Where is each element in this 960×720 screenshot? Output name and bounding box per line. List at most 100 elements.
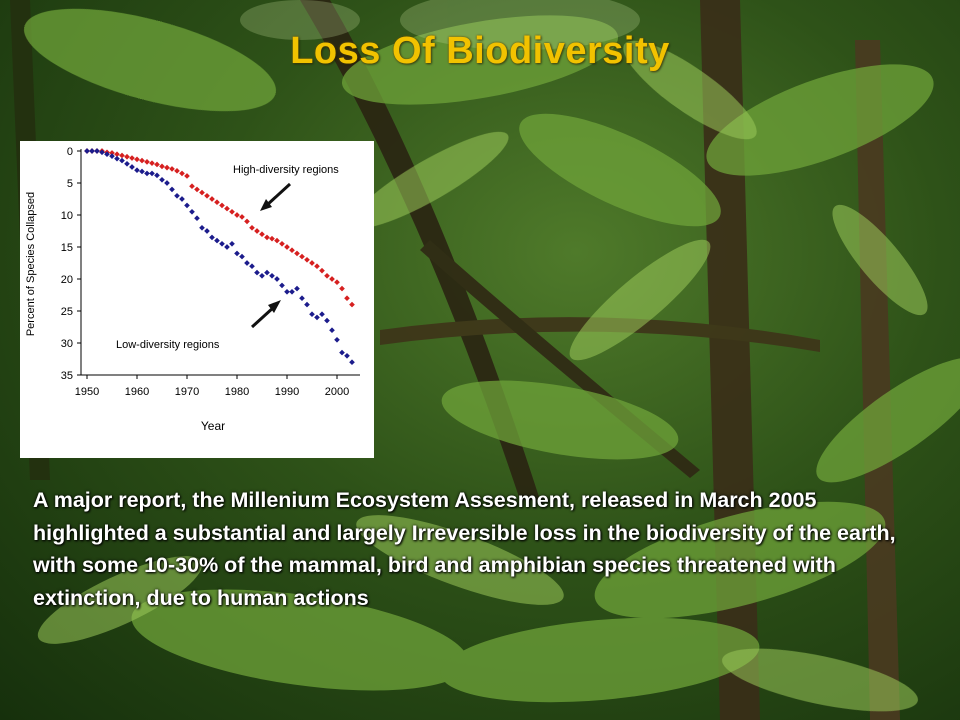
data-point (114, 155, 120, 162)
annotation-low-diversity: Low-diversity regions (116, 339, 220, 351)
arrow-high-diversity-head (260, 199, 272, 211)
data-point (154, 172, 160, 179)
data-point (294, 285, 300, 292)
data-point (269, 272, 275, 279)
x-tick-label: 1960 (125, 386, 149, 398)
data-point (209, 234, 215, 241)
data-point (234, 250, 240, 257)
data-point (264, 269, 270, 276)
data-point (314, 263, 320, 270)
y-tick-label: 25 (61, 306, 73, 318)
data-point (289, 247, 295, 254)
data-point (234, 212, 240, 218)
x-tick-label: 1980 (225, 386, 249, 398)
data-point (274, 276, 280, 282)
data-point (199, 224, 205, 231)
data-point (84, 148, 90, 154)
data-point (164, 164, 170, 171)
data-point (284, 288, 290, 295)
data-point (324, 272, 330, 279)
data-point (289, 288, 295, 295)
data-point (119, 157, 125, 164)
data-point (309, 311, 315, 318)
data-point (249, 263, 255, 270)
data-point (279, 282, 285, 289)
data-point (279, 240, 285, 247)
data-point (264, 234, 270, 241)
data-point (189, 183, 195, 190)
data-point (224, 205, 230, 212)
species-collapse-chart: 0 5 10 15 20 25 30 35 1950 1960 1970 1980 1990 2000 … (20, 141, 374, 458)
data-point (334, 279, 340, 286)
y-tick-label: 30 (61, 338, 73, 350)
y-tick-label: 10 (61, 210, 73, 222)
data-point (139, 157, 145, 164)
data-point (309, 260, 315, 266)
data-point (299, 295, 305, 302)
data-point (214, 237, 220, 244)
y-tick-label: 15 (61, 242, 73, 254)
data-point (254, 228, 260, 234)
data-point (244, 260, 250, 266)
data-point (329, 327, 335, 334)
data-point (339, 349, 345, 356)
data-point (339, 285, 345, 292)
y-tick-label: 20 (61, 274, 73, 286)
data-point (274, 237, 280, 244)
data-point (284, 244, 290, 250)
data-point (204, 192, 210, 199)
data-point (179, 196, 185, 202)
data-point (184, 173, 190, 179)
data-point (249, 224, 255, 231)
data-point (259, 231, 265, 238)
data-point (194, 215, 200, 222)
data-point (164, 180, 170, 186)
data-point (329, 276, 335, 282)
data-point (129, 155, 135, 161)
y-tick-label: 5 (67, 178, 73, 190)
data-point (119, 152, 125, 159)
data-point (109, 153, 115, 159)
y-axis-label: Percent of Species Collapsed (25, 192, 37, 336)
arrow-low-diversity-head (268, 300, 281, 313)
arrow-low-diversity (250, 305, 276, 329)
data-point (269, 235, 275, 242)
data-point (344, 352, 350, 359)
data-point (199, 189, 205, 196)
x-tick-label: 1950 (75, 386, 99, 398)
data-point (319, 311, 325, 318)
data-point (214, 199, 220, 206)
data-point (244, 218, 250, 225)
arrow-high-diversity (265, 182, 292, 207)
data-point (129, 164, 135, 170)
data-point (304, 256, 310, 263)
y-tick-label: 0 (67, 146, 73, 158)
data-point (259, 272, 265, 279)
data-point (349, 359, 355, 366)
x-axis-label: Year (201, 419, 225, 433)
data-point (169, 186, 175, 193)
data-point (229, 240, 235, 247)
data-point (229, 208, 235, 215)
data-point (349, 301, 355, 308)
data-point (124, 160, 130, 167)
data-point (219, 202, 225, 209)
data-point (139, 168, 145, 175)
data-point (184, 202, 190, 209)
data-point (149, 170, 155, 177)
data-point (169, 166, 175, 172)
slide-body-text: A major report, the Millenium Ecosystem … (33, 488, 896, 610)
data-point (294, 250, 300, 257)
data-point (149, 160, 155, 166)
data-point (204, 228, 210, 234)
data-point (174, 192, 180, 199)
data-point (224, 244, 230, 250)
data-point (334, 336, 340, 343)
data-point (189, 208, 195, 215)
data-point (209, 196, 215, 202)
data-point (344, 295, 350, 302)
y-tick-label: 35 (61, 370, 73, 382)
data-point (319, 267, 325, 274)
